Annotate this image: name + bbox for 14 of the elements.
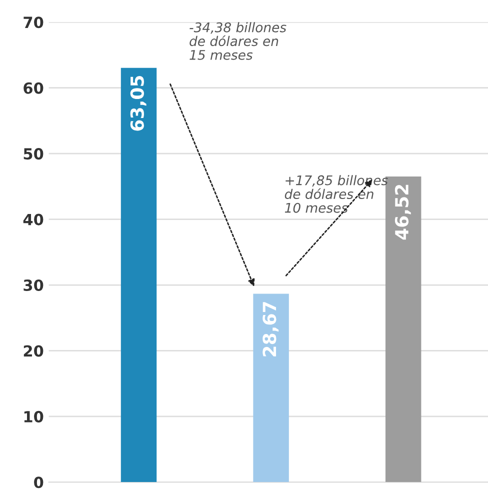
y-tick-label: 20 — [24, 345, 44, 357]
y-tick-label: 40 — [23, 214, 44, 226]
data-label: 28,67 — [262, 302, 279, 356]
data-label: 46,52 — [394, 184, 411, 240]
bar — [253, 294, 289, 482]
y-tick-label: 10 — [24, 410, 44, 422]
y-tick-label: 60 — [24, 82, 44, 94]
annotation: -34,38 billones de dólares en 15 meses — [190, 22, 286, 60]
y-tick-label: 70 — [24, 16, 44, 28]
y-tick-label: 30 — [24, 279, 44, 292]
data-label: 63,05 — [130, 76, 146, 131]
y-tick-label: 50 — [24, 148, 44, 160]
bar — [120, 68, 157, 482]
y-tick-label: 0 — [34, 476, 44, 488]
